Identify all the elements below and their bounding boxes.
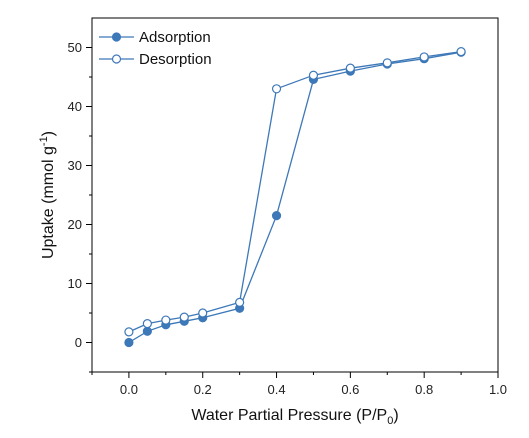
x-tick-label: 0.2 — [194, 382, 212, 397]
y-tick-label: 10 — [68, 276, 82, 291]
x-tick-label: 0.6 — [341, 382, 359, 397]
x-tick-label: 0.0 — [120, 382, 138, 397]
y-axis-title: Uptake (mmol g-1) — [38, 131, 57, 259]
x-tick-label: 0.4 — [268, 382, 286, 397]
data-point-adsorption — [124, 337, 134, 348]
plot-frame — [91, 17, 499, 373]
data-point-desorption — [419, 52, 429, 62]
data-point-desorption — [271, 84, 282, 94]
data-point-desorption — [179, 312, 189, 322]
data-point-desorption — [345, 63, 355, 73]
data-point-desorption — [456, 47, 466, 57]
data-point-desorption — [124, 327, 134, 337]
data-point-desorption — [235, 297, 245, 307]
data-point-desorption — [308, 70, 319, 80]
legend-label: Adsorption — [139, 29, 211, 46]
y-tick-label: 50 — [68, 40, 82, 55]
series-line-desorption — [128, 50, 462, 333]
series-layer — [124, 47, 466, 348]
data-point-desorption — [382, 58, 392, 68]
y-tick-label: 0 — [75, 335, 82, 350]
y-axis: 0 10 20 30 40 50 — [68, 40, 92, 373]
y-tick-label: 40 — [68, 99, 82, 114]
x-tick-label: 0.8 — [415, 382, 433, 397]
legend-label: Desorption — [139, 51, 212, 68]
legend-marker — [111, 54, 122, 64]
y-tick-label: 30 — [68, 158, 82, 173]
series-line-adsorption — [128, 51, 462, 344]
legend: Adsorption Desorption — [99, 29, 212, 68]
y-tick-label: 20 — [68, 217, 82, 232]
x-axis: 0.0 0.2 0.4 0.6 0.8 1.0 — [91, 372, 507, 397]
data-point-adsorption — [271, 211, 282, 221]
data-point-adsorption — [142, 326, 152, 336]
legend-marker — [111, 32, 122, 42]
data-point-desorption — [198, 308, 208, 318]
x-axis-title: Water Partial Pressure (P/P0) — [191, 407, 398, 427]
data-point-desorption — [142, 319, 152, 329]
data-point-desorption — [161, 315, 171, 325]
x-tick-label: 1.0 — [489, 382, 507, 397]
